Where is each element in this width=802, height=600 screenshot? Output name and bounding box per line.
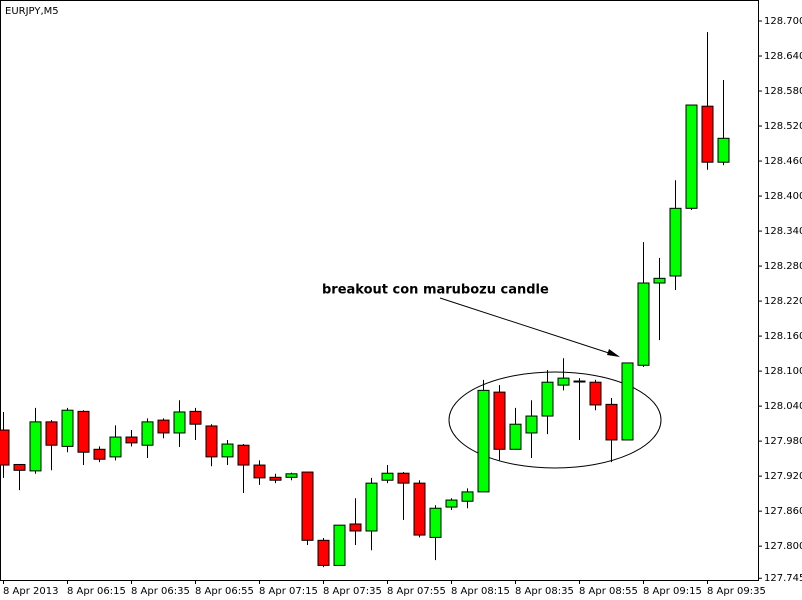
y-tick-label: 128.580 — [764, 86, 802, 97]
candle-body — [477, 389, 490, 493]
x-tick-label: 8 Apr 07:55 — [387, 586, 446, 597]
y-tick-label: 128.700 — [764, 16, 802, 27]
candle-body — [397, 472, 410, 484]
x-tick-label: 8 Apr 08:55 — [579, 586, 638, 597]
candle-body — [413, 482, 426, 536]
candle-body — [0, 429, 10, 466]
candle-body — [77, 410, 90, 453]
candle-body — [221, 443, 234, 458]
candle-body — [125, 436, 138, 444]
candle-body — [61, 409, 74, 447]
candle-body — [717, 137, 730, 163]
candle-body — [349, 523, 362, 532]
candle-body — [557, 377, 570, 386]
candle-body — [157, 419, 170, 434]
y-tick-label: 127.800 — [764, 541, 802, 552]
candle-body — [141, 421, 154, 446]
candle-body — [637, 282, 650, 366]
y-tick-label: 128.040 — [764, 401, 802, 412]
x-tick-label: 8 Apr 06:55 — [195, 586, 254, 597]
y-tick-label: 127.745 — [764, 573, 802, 584]
candle-body — [525, 415, 538, 434]
candle-body — [317, 539, 330, 566]
y-tick-label: 128.160 — [764, 331, 802, 342]
candle-body — [109, 436, 122, 458]
candle-body — [381, 472, 394, 481]
y-tick-label: 128.280 — [764, 261, 802, 272]
x-tick-label: 8 Apr 08:15 — [451, 586, 510, 597]
y-tick-label: 128.520 — [764, 121, 802, 132]
x-tick-label: 8 Apr 09:35 — [707, 586, 766, 597]
candle-body — [493, 391, 506, 450]
candle-body — [365, 482, 378, 532]
y-tick-label: 128.460 — [764, 156, 802, 167]
y-tick-label: 128.100 — [764, 366, 802, 377]
y-tick-label: 127.920 — [764, 471, 802, 482]
x-tick-label: 8 Apr 06:35 — [131, 586, 190, 597]
candle-body — [509, 423, 522, 450]
candle-body — [13, 463, 26, 471]
candle-body — [669, 207, 682, 277]
candle-body — [205, 425, 218, 458]
y-tick-label: 128.640 — [764, 51, 802, 62]
annotation: breakout con marubozu candle — [322, 283, 549, 298]
candle-body — [253, 464, 266, 479]
x-tick-label: 8 Apr 07:35 — [323, 586, 382, 597]
candle-body — [173, 411, 186, 434]
candle-body — [541, 381, 554, 417]
annotation-arrow — [439, 297, 619, 357]
candle-body — [461, 491, 474, 502]
candle-body — [237, 444, 250, 466]
candle-body — [189, 410, 202, 425]
candle-body — [285, 473, 298, 478]
y-tick-label: 128.340 — [764, 226, 802, 237]
chart-title: EURJPY,M5 — [5, 6, 59, 17]
candle-body — [29, 421, 42, 472]
candle-body — [301, 471, 314, 541]
x-tick-label: 8 Apr 2013 — [3, 586, 58, 597]
candle-body — [269, 476, 282, 481]
candle-body — [653, 277, 666, 284]
candle-body — [429, 507, 442, 538]
x-tick-label: 8 Apr 06:15 — [67, 586, 126, 597]
candle-body — [333, 524, 346, 566]
candle-body — [621, 362, 634, 441]
plot-frame — [0, 0, 759, 581]
arrow-head — [607, 349, 620, 357]
x-tick-label: 8 Apr 08:35 — [515, 586, 574, 597]
x-tick-label: 8 Apr 09:15 — [643, 586, 702, 597]
y-tick-label: 128.220 — [764, 296, 802, 307]
y-tick-label: 127.860 — [764, 506, 802, 517]
x-tick-label: 8 Apr 07:15 — [259, 586, 318, 597]
highlight-ellipse — [448, 371, 662, 469]
candle-body — [93, 448, 106, 460]
candle-body — [701, 105, 714, 163]
candle-body — [685, 104, 698, 209]
candle-body — [573, 380, 586, 383]
y-tick-label: 128.400 — [764, 191, 802, 202]
candle-body — [45, 421, 58, 446]
candle-body — [605, 403, 618, 441]
candle-body — [589, 381, 602, 406]
candle-body — [445, 499, 458, 508]
y-tick-label: 127.980 — [764, 436, 802, 447]
